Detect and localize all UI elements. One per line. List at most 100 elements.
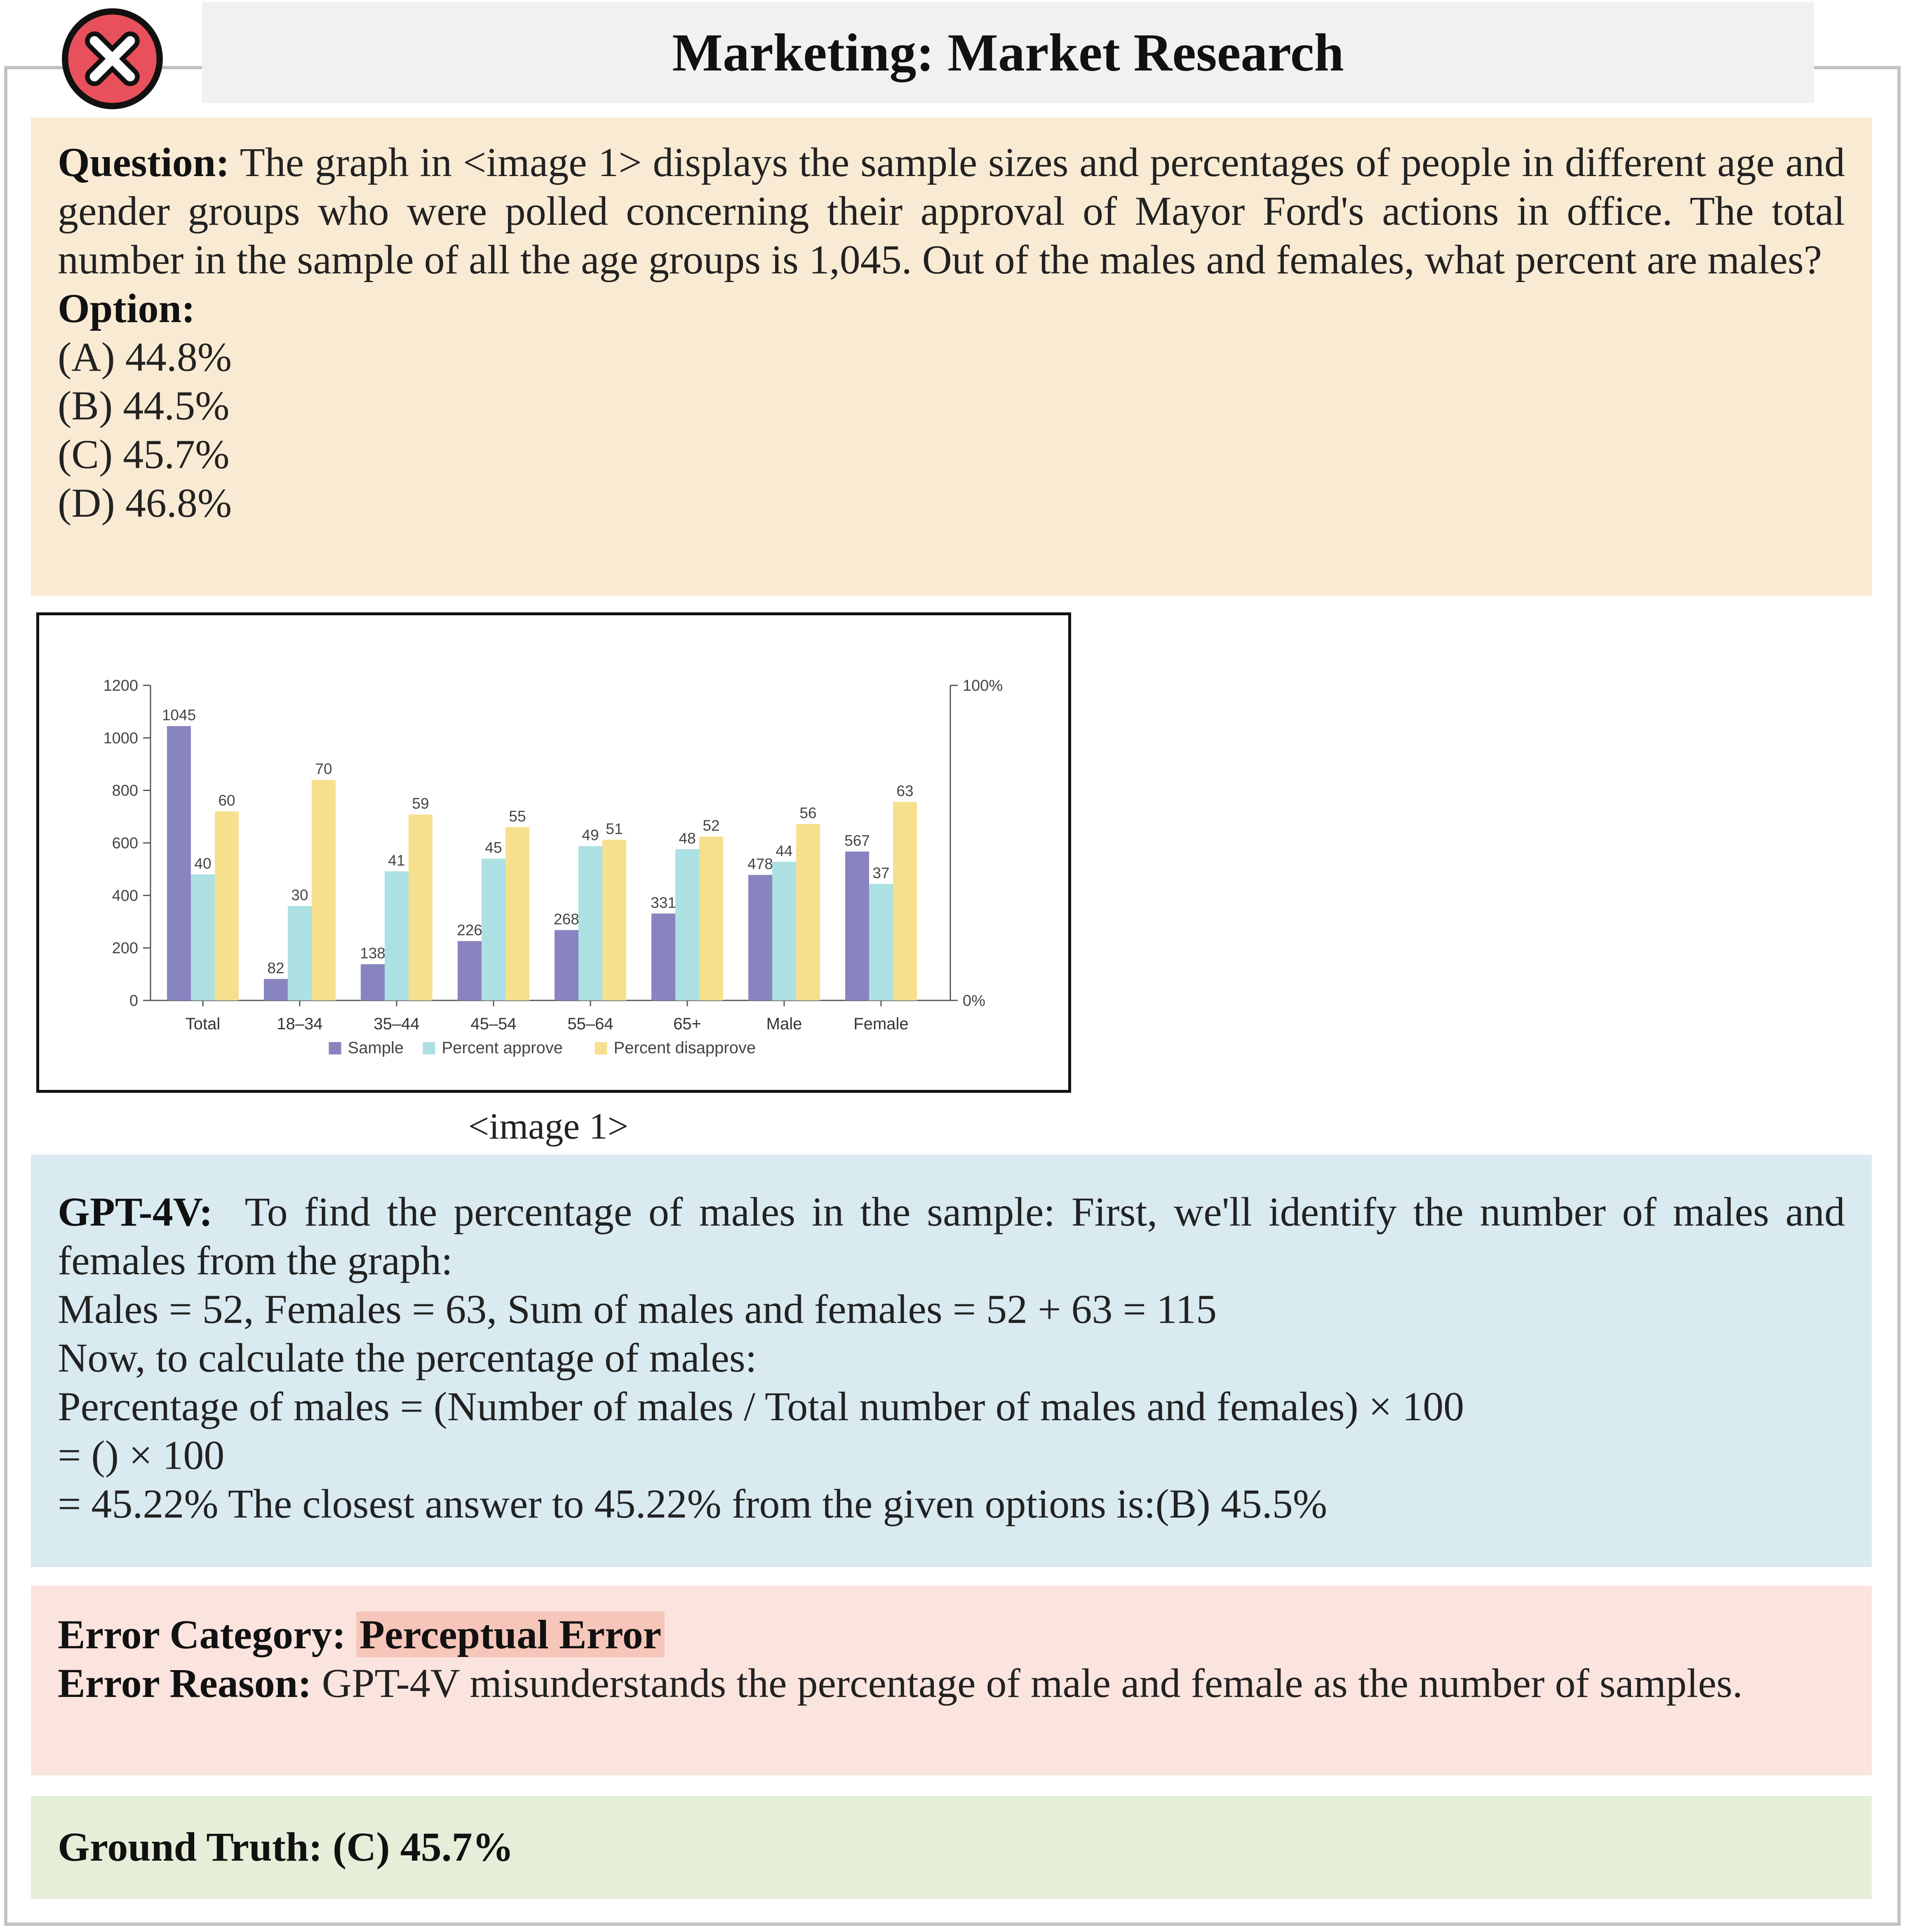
gpt-line-3: Now, to calculate the percentage of male…: [58, 1335, 757, 1381]
bar-value-label: 44: [776, 842, 792, 859]
gpt-line-1: To find the percentage of males in the s…: [58, 1189, 1845, 1283]
left-tick-label: 800: [112, 782, 138, 800]
bar-value-label: 55: [509, 808, 526, 825]
error-reason-text: GPT-4V misunderstands the percentage of …: [322, 1660, 1743, 1706]
bar-percent-approve: [288, 906, 312, 1000]
question-label: Question:: [58, 139, 230, 185]
option-c: (C) 45.7%: [58, 431, 230, 477]
chart-container: 0 200 400 600 800 1000 1200 0% 100% 1045 40 60 Total…: [36, 612, 1071, 1093]
legend-swatch: [423, 1042, 435, 1054]
bar-value-label: 52: [703, 817, 719, 834]
bar-sample: [845, 852, 869, 1000]
legend-label: Percent disapprove: [614, 1039, 756, 1057]
bar-value-label: 138: [360, 945, 385, 962]
bar-sample: [555, 930, 578, 1000]
option-a: (A) 44.8%: [58, 334, 232, 380]
bar-percent-disapprove: [699, 836, 723, 1000]
gpt-line-6: = 45.22% The closest answer to 45.22% fr…: [58, 1481, 1328, 1527]
left-tick-label: 600: [112, 835, 138, 852]
bar-value-label: 226: [457, 922, 482, 939]
legend-label: Percent approve: [442, 1039, 563, 1057]
bar-value-label: 331: [651, 894, 676, 911]
right-tick-label: 0%: [963, 992, 985, 1010]
legend-swatch: [595, 1042, 607, 1054]
bar-sample: [167, 726, 191, 1000]
x-tick-label: Male: [766, 1015, 802, 1033]
gpt-first-paragraph: GPT-4V: To find the percentage of males …: [58, 1188, 1845, 1285]
bar-sample: [264, 979, 288, 1000]
x-tick-label: 65+: [673, 1015, 701, 1033]
bar-value-label: 37: [872, 864, 889, 881]
question-panel: Question: The graph in <image 1> display…: [31, 118, 1872, 596]
left-tick-label: 200: [112, 940, 138, 957]
bar-value-label: 60: [218, 792, 235, 809]
bar-sample: [361, 964, 385, 1000]
title-bar: Marketing: Market Research: [202, 2, 1814, 103]
bar-value-label: 268: [554, 911, 579, 927]
x-tick-label: 45–54: [470, 1015, 516, 1033]
bar-value-label: 41: [388, 852, 405, 869]
left-tick-label: 0: [129, 992, 138, 1010]
option-d: (D) 46.8%: [58, 480, 232, 526]
bar-value-label: 48: [679, 830, 696, 847]
bar-percent-disapprove: [796, 824, 820, 1000]
gpt-line-5: = () × 100: [58, 1432, 225, 1478]
left-tick-label: 1000: [103, 730, 138, 747]
bar-value-label: 45: [485, 839, 502, 856]
ground-truth-text: Ground Truth: (C) 45.7%: [58, 1824, 514, 1870]
bar-percent-disapprove: [409, 814, 432, 1000]
bar-value-label: 70: [315, 760, 332, 777]
option-label: Option:: [58, 285, 195, 331]
bar-sample: [651, 913, 675, 1000]
x-tick-label: 18–34: [277, 1015, 322, 1033]
error-category-label: Error Category:: [58, 1612, 346, 1657]
bar-value-label: 56: [799, 805, 816, 821]
error-reason-row: Error Reason: GPT-4V misunderstands the …: [58, 1659, 1845, 1708]
left-tick-label: 400: [112, 887, 138, 904]
bar-percent-disapprove: [893, 802, 917, 1000]
bar-percent-disapprove: [505, 827, 529, 1000]
bar-percent-disapprove: [312, 780, 336, 1000]
bar-value-label: 40: [194, 855, 211, 872]
bar-percent-approve: [675, 849, 699, 1000]
error-category-value: Perceptual Error: [356, 1612, 665, 1657]
x-tick-label: 55–64: [567, 1015, 613, 1033]
bar-value-label: 51: [606, 820, 623, 837]
bar-percent-approve: [869, 884, 893, 1000]
gpt-line-4: Percentage of males = (Number of males /…: [58, 1384, 1464, 1429]
ground-truth-panel: Ground Truth: (C) 45.7%: [31, 1796, 1872, 1899]
x-tick-label: Total: [186, 1015, 221, 1033]
bar-value-label: 1045: [162, 707, 196, 724]
bar-percent-approve: [191, 874, 215, 1000]
question-text: The graph in <image 1> displays the samp…: [58, 139, 1845, 282]
bar-value-label: 59: [412, 795, 429, 812]
bar-value-label: 82: [267, 960, 284, 977]
page-title: Marketing: Market Research: [672, 23, 1344, 82]
bar-percent-approve: [482, 859, 505, 1000]
image-caption: <image 1>: [468, 1106, 629, 1147]
bar-percent-approve: [772, 861, 796, 1000]
bar-percent-approve: [578, 846, 602, 1000]
error-reason-label: Error Reason:: [58, 1660, 312, 1706]
gpt-label: GPT-4V:: [58, 1189, 213, 1235]
bar-value-label: 63: [896, 783, 913, 800]
gpt-line-2: Males = 52, Females = 63, Sum of males a…: [58, 1286, 1217, 1332]
error-category-row: Error Category: Perceptual Error: [58, 1610, 1845, 1659]
bar-value-label: 30: [291, 887, 308, 904]
close-icon: [62, 8, 163, 109]
x-tick-label: Female: [853, 1015, 908, 1033]
bar-sample: [458, 941, 482, 1000]
bar-chart: 0 200 400 600 800 1000 1200 0% 100% 1045 40 60 Total…: [103, 677, 1003, 1057]
left-tick-label: 1200: [103, 677, 138, 694]
gpt-response-panel: GPT-4V: To find the percentage of males …: [31, 1155, 1872, 1567]
bar-value-label: 567: [844, 832, 870, 849]
right-tick-label: 100%: [963, 677, 1003, 694]
bar-percent-disapprove: [215, 811, 239, 1000]
bar-value-label: 49: [582, 827, 599, 844]
bar-sample: [748, 875, 772, 1000]
legend-label: Sample: [348, 1039, 404, 1057]
error-panel: Error Category: Perceptual Error Error R…: [31, 1586, 1872, 1775]
x-tick-label: 35–44: [374, 1015, 419, 1033]
legend-swatch: [329, 1042, 341, 1054]
option-b: (B) 44.5%: [58, 383, 230, 428]
